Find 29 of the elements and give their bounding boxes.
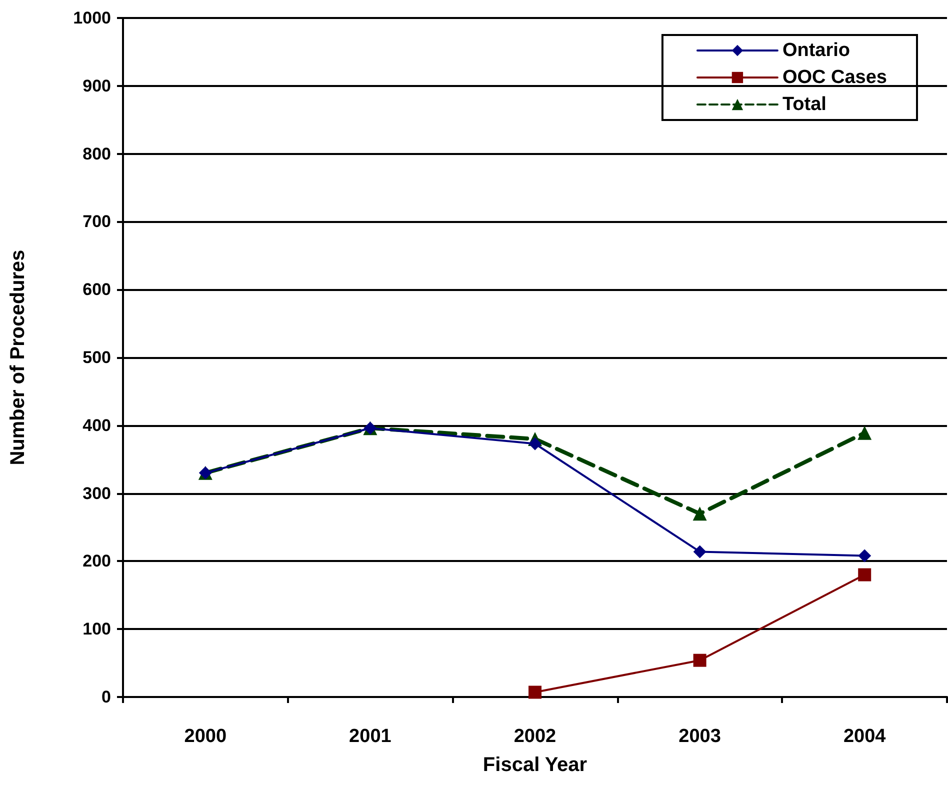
y-tick-label: 800 [82,144,111,164]
y-tick-label: 900 [82,76,111,96]
y-tick-label: 300 [82,484,111,503]
y-tick-label: 700 [82,212,111,232]
y-tick-label: 100 [82,620,111,639]
point [693,654,706,667]
y-tick-label: 500 [82,348,111,367]
x-tick-label: 2003 [678,726,721,747]
y-tick-label: 200 [82,552,111,571]
y-tick-label: 600 [82,280,111,300]
point [858,549,872,562]
x-tick-label: 2001 [349,726,392,747]
point [858,426,872,440]
x-tick-label: 2000 [184,726,227,747]
point [528,686,542,699]
point [858,568,872,582]
y-axis-title: Number of Procedures [7,250,29,466]
point [692,506,707,521]
x-axis-title: Fiscal Year [482,754,588,776]
x-tick-label: 2004 [843,726,886,747]
legend-label: OOC Cases [782,67,887,88]
y-tick-label: 0 [102,688,111,706]
x-tick-label: 2002 [514,726,556,747]
y-tick-label: 400 [82,416,111,435]
y-tick-label: 1000 [73,8,111,28]
legend-label: Total [782,94,826,115]
point [528,437,542,450]
legend-label: Ontario [782,40,850,61]
point [693,545,706,558]
